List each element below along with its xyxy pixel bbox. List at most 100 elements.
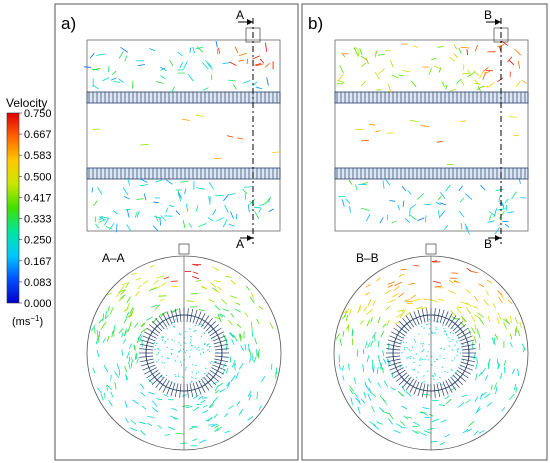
velocity-vector (229, 332, 235, 337)
velocity-vector (415, 376, 418, 378)
velocity-vector (94, 216, 97, 223)
velocity-vector (202, 404, 208, 408)
velocity-vector (242, 189, 248, 194)
velocity-vector (222, 219, 228, 228)
velocity-vector (190, 339, 192, 341)
velocity-vector (173, 374, 176, 376)
velocity-vector (377, 53, 385, 56)
velocity-vector (130, 357, 134, 363)
panel-a-section-arrowhead-bottom (247, 235, 253, 241)
velocity-vector (198, 223, 207, 227)
velocity-vector (147, 416, 155, 418)
velocity-vector (118, 297, 124, 302)
panel-b-section-arrowhead-bottom (495, 235, 501, 241)
velocity-vector (125, 312, 130, 319)
velocity-vector (240, 345, 245, 352)
velocity-vector (231, 362, 235, 368)
velocity-vector (338, 363, 341, 370)
panel-b-section-arrowhead-top (495, 19, 501, 25)
velocity-vector (372, 367, 374, 374)
velocity-vector (497, 363, 501, 369)
velocity-vector (182, 220, 186, 229)
velocity-vector (177, 192, 182, 199)
velocity-vector (124, 400, 128, 408)
velocity-vector (466, 267, 472, 272)
velocity-vector (177, 51, 183, 57)
velocity-vector (375, 130, 381, 133)
velocity-vector (208, 181, 215, 190)
velocity-vector (93, 200, 98, 206)
panel-a-section-mark-top: A (236, 8, 244, 22)
velocity-vector (164, 342, 166, 344)
velocity-vector (215, 290, 221, 293)
velocity-vector (199, 439, 207, 444)
velocity-vector (195, 114, 204, 117)
velocity-vector (218, 382, 224, 387)
velocity-vector (401, 385, 406, 392)
velocity-vector (382, 411, 390, 415)
velocity-vector (219, 388, 226, 393)
velocity-vector (364, 381, 367, 388)
velocity-vector (200, 353, 202, 356)
velocity-vector (255, 63, 264, 67)
velocity-vector (433, 372, 436, 375)
velocity-vector (163, 393, 169, 398)
velocity-vector (369, 391, 377, 398)
velocity-vector (127, 177, 131, 186)
velocity-vector (226, 381, 231, 387)
velocity-vector (400, 420, 406, 426)
velocity-vector (216, 216, 225, 222)
velocity-vector (207, 217, 214, 222)
velocity-vector (110, 77, 117, 81)
velocity-vector (156, 361, 158, 363)
velocity-vector (474, 79, 480, 85)
velocity-vector (514, 316, 519, 325)
velocity-vector (365, 284, 371, 288)
velocity-vector (475, 373, 478, 381)
velocity-vector (96, 349, 100, 358)
velocity-vector (474, 396, 479, 402)
velocity-vector (104, 314, 109, 319)
velocity-vector (496, 317, 500, 325)
velocity-vector (382, 358, 387, 364)
velocity-vector (161, 339, 164, 341)
velocity-vector (475, 363, 478, 370)
velocity-vector (116, 363, 120, 370)
velocity-vector (439, 210, 446, 217)
velocity-vector (400, 268, 407, 271)
velocity-vector (151, 400, 158, 407)
velocity-vector (459, 197, 465, 203)
velocity-vector (432, 375, 434, 377)
velocity-vector (386, 319, 390, 327)
velocity-vector (228, 332, 235, 339)
velocity-vector (509, 60, 515, 66)
velocity-vector (236, 323, 242, 328)
velocity-vector (148, 379, 154, 385)
velocity-vector (382, 323, 387, 328)
velocity-vector (217, 315, 222, 323)
velocity-vector (202, 62, 209, 70)
velocity-vector (392, 293, 399, 298)
velocity-vector (248, 393, 252, 401)
velocity-vector (246, 58, 248, 65)
velocity-vector (422, 350, 424, 352)
velocity-vector (421, 358, 424, 361)
velocity-vector (443, 348, 446, 351)
velocity-vector (484, 71, 491, 74)
velocity-vector (346, 324, 350, 330)
velocity-vector (208, 350, 211, 353)
velocity-vector (254, 206, 261, 209)
velocity-vector (161, 356, 164, 358)
velocity-vector (156, 353, 158, 356)
velocity-vector (168, 357, 170, 359)
velocity-vector (490, 384, 493, 391)
velocity-vector (411, 429, 419, 435)
velocity-vector (130, 420, 137, 425)
velocity-vector (449, 56, 455, 62)
velocity-vector (110, 374, 112, 381)
velocity-vector (252, 81, 258, 87)
velocity-vector (380, 330, 385, 338)
velocity-vector (89, 52, 95, 59)
velocity-vector (478, 71, 484, 79)
